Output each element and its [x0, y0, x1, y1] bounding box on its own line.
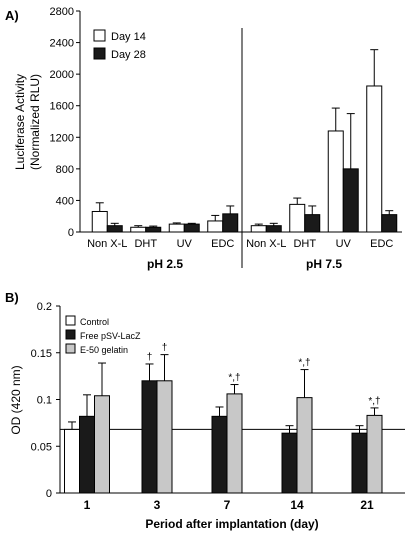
bar-day-28: [183, 223, 200, 233]
bar-e-50-gelatin: [366, 414, 383, 494]
legend-label: Free pSV-LacZ: [80, 331, 141, 341]
legend-label: Day 14: [111, 31, 146, 43]
y-axis-title: Luciferase Activity: [13, 74, 27, 170]
x-tick-label: Non X-L: [87, 238, 127, 250]
bar-free-psv-lacz: [351, 432, 368, 494]
significance-marker: *,†: [298, 358, 310, 369]
bar-control: [64, 428, 80, 494]
significance-marker: *,†: [228, 373, 240, 384]
panel-a-chart: A) Luciferase Activity (Normalized RLU) 0 40…: [5, 6, 402, 271]
bar-day-28: [145, 226, 162, 233]
bar-e-50-gelatin: [296, 397, 313, 494]
bar-free-psv-lacz: [281, 432, 298, 494]
x-tick-label: 1: [84, 498, 91, 512]
y-tick-label: 2000: [50, 69, 74, 81]
legend-label: Day 28: [111, 49, 146, 61]
bar-day-14: [289, 203, 306, 233]
y-axis-title: OD (420 nm): [9, 365, 23, 434]
x-tick-label: EDC: [211, 238, 234, 250]
y-tick-label: 0.05: [31, 441, 52, 453]
significance-marker: *,†: [368, 396, 380, 407]
x-tick-label: 3: [154, 498, 161, 512]
legend-swatch: [65, 343, 76, 354]
y-tick-label: 1600: [50, 101, 74, 113]
y-tick-label: 0.1: [37, 395, 52, 407]
legend-swatch: [65, 329, 76, 340]
panel-b-chart: B) OD (420 nm) 0 0.05 0.1 0.15 0.2 1 † † 3 *,† 7 *,† 1…: [5, 290, 405, 531]
bar-day-14: [250, 225, 267, 233]
bar-day-14: [130, 226, 147, 233]
y-tick-label: 800: [56, 164, 74, 176]
legend-label: E-50 gelatin: [80, 345, 128, 355]
legend-swatch: [93, 29, 106, 42]
legend-swatch: [93, 47, 106, 60]
y-tick-label: 400: [56, 195, 74, 207]
group-label: pH 7.5: [306, 257, 342, 271]
y-tick-label: 0: [46, 488, 52, 500]
panel-label: A): [5, 8, 19, 23]
bar-e-50-gelatin: [226, 393, 243, 494]
y-tick-label: 1200: [50, 132, 74, 144]
x-tick-label: 14: [290, 498, 304, 512]
y-tick-label: 0.15: [31, 348, 52, 360]
bar-day-14: [366, 85, 383, 233]
x-tick-label: 7: [224, 498, 231, 512]
bar-e-50-gelatin: [94, 395, 110, 494]
x-tick-label: 21: [360, 498, 374, 512]
legend-swatch: [65, 315, 76, 326]
y-tick-label: 0: [68, 227, 74, 239]
bar-free-psv-lacz: [211, 415, 228, 494]
x-tick-label: UV: [177, 238, 193, 250]
x-tick-label: Non X-L: [246, 238, 286, 250]
bar-day-28: [342, 168, 359, 233]
y-axis-title: (Normalized RLU): [28, 74, 42, 170]
y-tick-label: 2800: [50, 6, 74, 18]
bar-day-14: [207, 220, 224, 233]
panel-label: B): [5, 290, 19, 305]
bar-day-28: [106, 225, 123, 233]
group-label: pH 2.5: [147, 257, 183, 271]
bar-day-14: [168, 223, 185, 233]
bar-day-14: [91, 210, 108, 233]
x-tick-label: EDC: [370, 238, 393, 250]
x-tick-label: UV: [336, 238, 352, 250]
y-tick-label: 2400: [50, 38, 74, 50]
legend-label: Control: [80, 317, 109, 327]
x-tick-label: DHT: [134, 238, 157, 250]
y-tick-label: 0.2: [37, 301, 52, 313]
x-tick-label: DHT: [293, 238, 316, 250]
bar-free-psv-lacz: [79, 415, 95, 494]
bar-day-28: [222, 213, 239, 233]
bar-day-28: [304, 214, 321, 233]
bar-day-28: [381, 214, 398, 233]
bar-free-psv-lacz: [141, 380, 158, 494]
x-axis-title: Period after implantation (day): [145, 517, 318, 531]
significance-marker: †: [162, 343, 168, 354]
bar-day-28: [265, 225, 282, 233]
bar-day-14: [327, 130, 344, 233]
significance-marker: †: [147, 352, 153, 363]
bar-e-50-gelatin: [156, 380, 173, 494]
